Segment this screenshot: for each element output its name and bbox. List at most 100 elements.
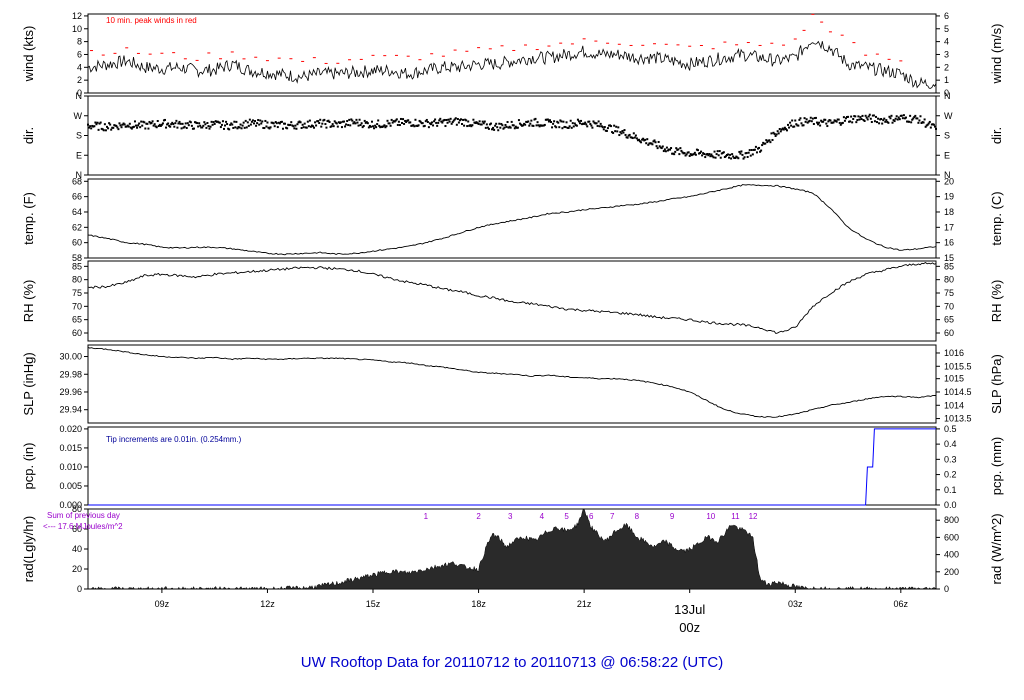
dir-point bbox=[104, 129, 107, 132]
dir-point bbox=[569, 119, 572, 122]
dir-point bbox=[566, 126, 569, 129]
dir-point bbox=[652, 140, 655, 143]
y-tick-label-right: W bbox=[944, 111, 953, 121]
dir-point bbox=[897, 116, 900, 119]
dir-point bbox=[634, 134, 637, 137]
annotation: <--- 17.6 MJoules/m^2 bbox=[43, 522, 123, 531]
dir-point bbox=[602, 128, 605, 131]
y-axis-label-right: dir. bbox=[989, 127, 1004, 144]
dir-point bbox=[771, 138, 774, 141]
dir-point bbox=[611, 131, 614, 134]
dir-point bbox=[251, 119, 254, 122]
dir-point bbox=[799, 117, 802, 120]
y-tick-label-right: 75 bbox=[944, 288, 954, 298]
dir-point bbox=[212, 121, 215, 124]
dir-point bbox=[431, 121, 434, 124]
dir-point bbox=[798, 118, 801, 121]
y-tick-label: 80 bbox=[72, 275, 82, 285]
dir-point bbox=[880, 117, 883, 120]
dir-point bbox=[607, 124, 610, 127]
dir-point bbox=[478, 120, 481, 123]
dir-point bbox=[292, 125, 295, 128]
dir-point bbox=[370, 120, 373, 123]
dir-point bbox=[522, 124, 525, 127]
dir-point bbox=[340, 126, 343, 129]
dir-point bbox=[482, 122, 485, 125]
dir-point bbox=[439, 117, 442, 120]
y-tick-label: 64 bbox=[72, 207, 82, 217]
dir-point bbox=[305, 126, 308, 129]
dir-point bbox=[600, 125, 603, 128]
dir-point bbox=[900, 114, 903, 117]
dir-point bbox=[819, 124, 822, 127]
dir-point bbox=[225, 120, 228, 123]
dir-point bbox=[379, 126, 382, 129]
dir-point bbox=[720, 152, 723, 155]
y-tick-label-right: 5 bbox=[944, 24, 949, 34]
y-axis-label-right: temp. (C) bbox=[989, 191, 1004, 245]
dir-point bbox=[375, 126, 378, 129]
dir-point bbox=[153, 123, 156, 126]
panel-frame-wind bbox=[87, 13, 937, 94]
dir-point bbox=[346, 120, 349, 123]
dir-point bbox=[190, 124, 193, 127]
dir-point bbox=[686, 151, 689, 154]
dir-point bbox=[828, 119, 831, 122]
date-time-label: 00z bbox=[679, 620, 700, 635]
dir-point bbox=[890, 114, 893, 117]
dir-point bbox=[935, 127, 937, 130]
dir-point bbox=[373, 127, 376, 130]
dir-point bbox=[753, 148, 756, 151]
dir-point bbox=[128, 122, 131, 125]
dir-point bbox=[646, 138, 649, 141]
dir-point bbox=[382, 125, 385, 128]
dir-point bbox=[809, 116, 812, 119]
dir-point bbox=[595, 122, 598, 125]
dir-point bbox=[347, 124, 350, 127]
dir-point bbox=[682, 152, 685, 155]
dir-point bbox=[205, 126, 208, 129]
dir-point bbox=[605, 129, 608, 132]
y-tick-label: E bbox=[76, 150, 82, 160]
y-tick-label: 2 bbox=[77, 75, 82, 85]
dir-point bbox=[356, 121, 359, 124]
dir-point bbox=[106, 125, 109, 128]
annotation: 10 min. peak winds in red bbox=[106, 16, 197, 25]
y-tick-label-right: N bbox=[944, 170, 951, 180]
dir-point bbox=[884, 120, 887, 123]
dir-point bbox=[523, 122, 526, 125]
dir-point bbox=[741, 153, 744, 156]
dir-point bbox=[585, 123, 588, 126]
dir-point bbox=[328, 121, 331, 124]
dir-point bbox=[717, 154, 720, 157]
dir-point bbox=[179, 122, 182, 125]
dir-point bbox=[687, 151, 690, 154]
dir-point bbox=[740, 150, 743, 153]
y-tick-label: 70 bbox=[72, 301, 82, 311]
dir-point bbox=[913, 116, 916, 119]
y-tick-label: 60 bbox=[72, 328, 82, 338]
dir-point bbox=[486, 126, 489, 129]
dir-point bbox=[659, 146, 662, 149]
dir-point bbox=[483, 120, 486, 123]
dir-point bbox=[902, 114, 905, 117]
dir-point bbox=[192, 127, 195, 130]
dir-point bbox=[278, 122, 281, 125]
y-tick-label: 75 bbox=[72, 288, 82, 298]
dir-point bbox=[138, 122, 141, 125]
dir-point bbox=[513, 127, 516, 130]
dir-point bbox=[723, 156, 726, 159]
dir-point bbox=[725, 154, 728, 157]
dir-point bbox=[751, 153, 754, 156]
dir-point bbox=[395, 118, 398, 121]
dir-point bbox=[168, 124, 171, 127]
dir-point bbox=[364, 121, 367, 124]
dir-point bbox=[850, 115, 853, 118]
y-tick-label: 62 bbox=[72, 222, 82, 232]
dir-point bbox=[624, 133, 627, 136]
dir-point bbox=[564, 126, 567, 129]
dir-point bbox=[91, 124, 94, 127]
dir-point bbox=[780, 128, 783, 131]
dir-point bbox=[704, 156, 707, 159]
dir-point bbox=[776, 130, 779, 133]
